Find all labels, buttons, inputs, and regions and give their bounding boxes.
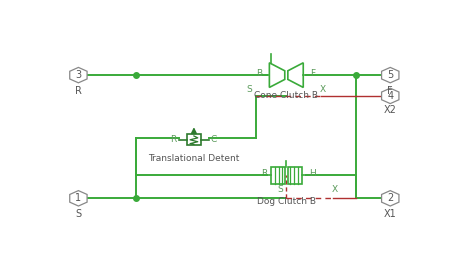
Text: F: F xyxy=(309,69,315,78)
Text: Cone Clutch B: Cone Clutch B xyxy=(254,91,318,100)
Text: H: H xyxy=(309,169,315,178)
Polygon shape xyxy=(381,191,398,206)
Text: R: R xyxy=(261,169,267,178)
Text: F: F xyxy=(387,86,392,96)
Text: X2: X2 xyxy=(383,105,396,115)
Text: B: B xyxy=(256,69,262,78)
Text: C: C xyxy=(210,135,217,144)
Text: R: R xyxy=(75,86,81,96)
Text: 2: 2 xyxy=(386,193,393,203)
Text: Translational Detent: Translational Detent xyxy=(148,155,239,164)
Polygon shape xyxy=(69,67,87,83)
Polygon shape xyxy=(69,191,87,206)
Polygon shape xyxy=(381,67,398,83)
Text: 5: 5 xyxy=(386,70,393,80)
Polygon shape xyxy=(381,88,398,103)
Text: Dog Clutch B: Dog Clutch B xyxy=(256,197,315,206)
Text: X: X xyxy=(319,85,325,94)
Text: 4: 4 xyxy=(386,91,393,101)
Text: X1: X1 xyxy=(383,209,396,219)
Text: S: S xyxy=(246,85,252,94)
Text: S: S xyxy=(75,209,81,219)
Text: X: X xyxy=(331,185,337,194)
Text: S: S xyxy=(277,185,282,194)
Text: 1: 1 xyxy=(75,193,81,203)
Text: 3: 3 xyxy=(75,70,81,80)
Text: R: R xyxy=(169,135,176,144)
